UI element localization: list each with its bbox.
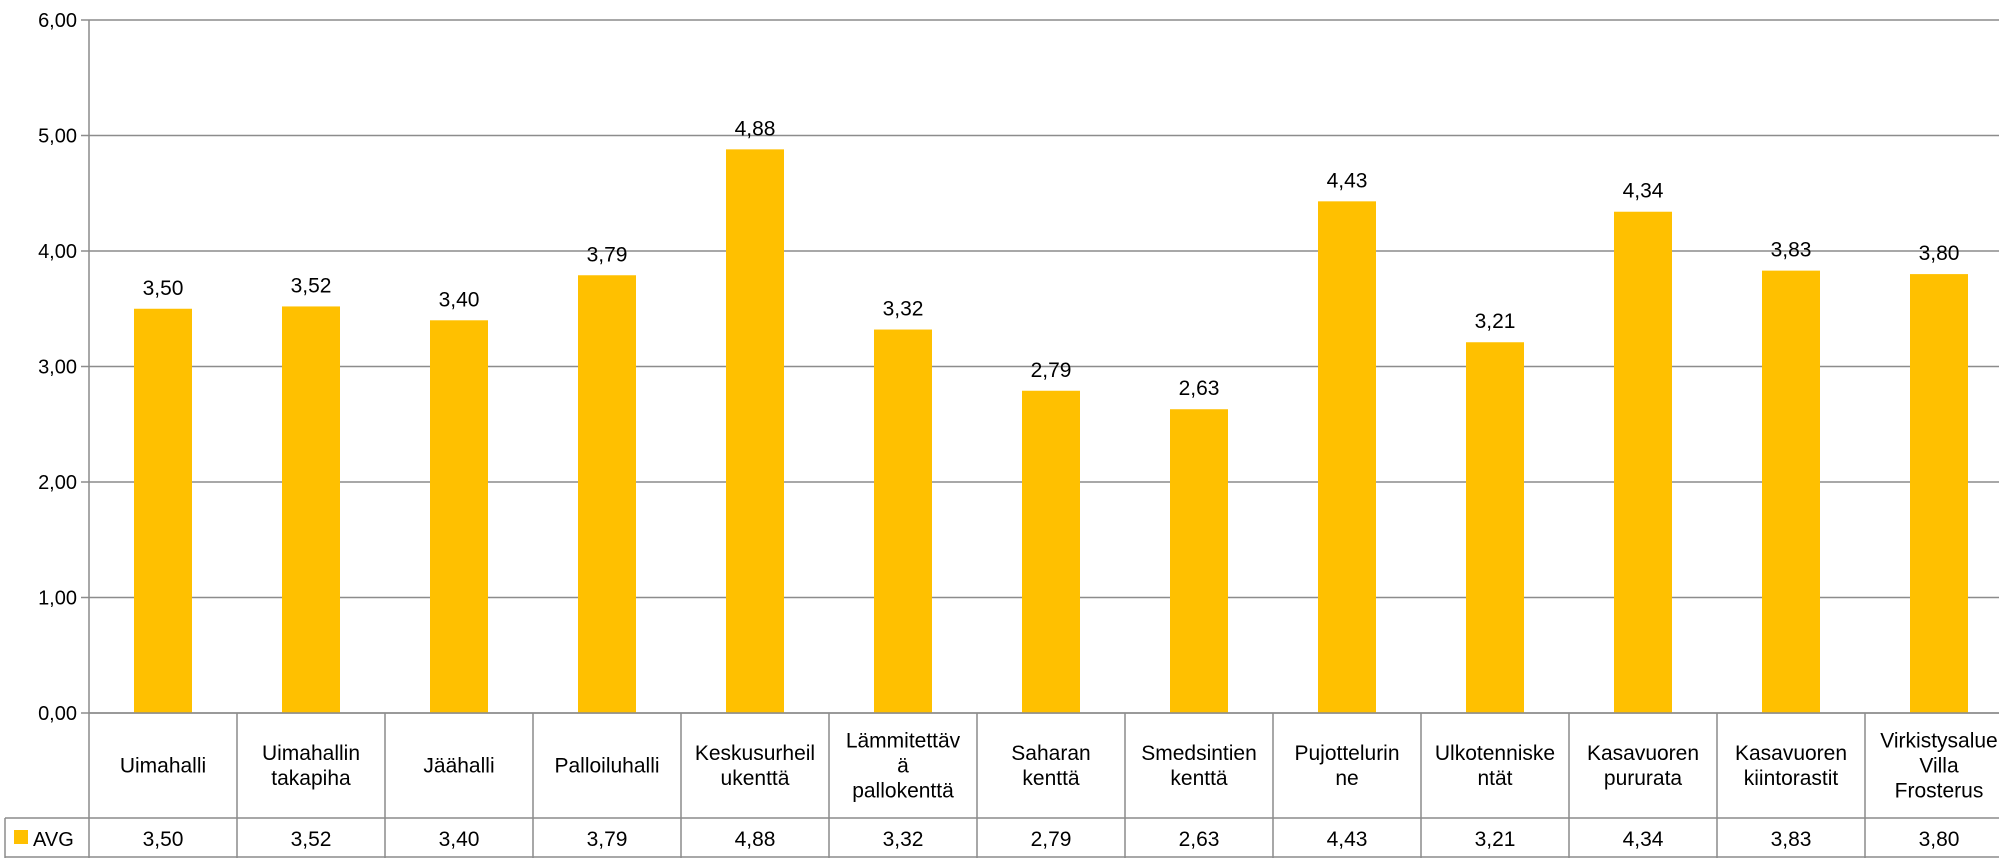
category-label-line: Uimahallin — [262, 742, 360, 765]
y-tick-label: 2,00 — [38, 472, 77, 494]
category-label-line: ne — [1335, 767, 1358, 790]
data-label: 2,63 — [1179, 377, 1220, 400]
bar — [1318, 201, 1376, 713]
table-value: 4,43 — [1327, 828, 1368, 851]
category-label-line: pallokenttä — [852, 780, 954, 803]
category-label-line: pururata — [1604, 767, 1683, 790]
y-tick-label: 0,00 — [38, 703, 77, 725]
data-label: 2,79 — [1031, 359, 1072, 382]
data-label: 3,40 — [439, 288, 480, 311]
bar — [1762, 270, 1820, 713]
bar — [134, 308, 192, 713]
table-value: 3,79 — [587, 828, 628, 851]
bar — [726, 149, 784, 714]
legend-label: AVG — [33, 829, 74, 851]
y-tick-label: 5,00 — [38, 126, 77, 148]
category-label: Lämmitettäv ä pallokenttä — [846, 730, 961, 803]
bar — [1170, 409, 1228, 713]
y-tick-label: 1,00 — [38, 588, 77, 610]
category-label: Keskusurheil ukenttä — [695, 742, 815, 790]
data-label: 3,52 — [291, 274, 332, 297]
data-label: 3,32 — [883, 298, 924, 321]
category-label-line: Saharan — [1011, 742, 1090, 765]
table-value: 3,32 — [883, 828, 924, 851]
category-label: Jäähalli — [423, 755, 494, 778]
category-label-line: Frosterus — [1895, 780, 1984, 803]
category-label: Uimahallin takapiha — [262, 742, 360, 790]
data-label: 3,80 — [1919, 242, 1960, 265]
category-label: Pujottelurin ne — [1294, 742, 1399, 790]
category-label-line: Ulkotenniske — [1435, 742, 1555, 765]
data-label: 3,83 — [1771, 239, 1812, 262]
bar — [1022, 390, 1080, 713]
bar — [578, 275, 636, 713]
bar — [874, 329, 932, 713]
category-label-line: kiintorastit — [1744, 767, 1839, 790]
table-value: 2,63 — [1179, 828, 1220, 851]
category-label-line: kenttä — [1022, 767, 1080, 790]
table-value: 3,83 — [1771, 828, 1812, 851]
table-value: 3,80 — [1919, 828, 1960, 851]
data-label: 4,88 — [735, 117, 776, 140]
category-label-line: ntät — [1477, 767, 1512, 790]
table-value: 3,50 — [143, 828, 184, 851]
category-label-line: Kasavuoren — [1587, 742, 1699, 765]
data-label: 3,50 — [143, 277, 184, 300]
category-label: Saharan kenttä — [1011, 742, 1090, 790]
data-label: 4,43 — [1327, 169, 1368, 192]
category-label-line: Uimahalli — [120, 755, 206, 778]
table-value: 3,40 — [439, 828, 480, 851]
category-label: Kasavuoren pururata — [1587, 742, 1699, 790]
category-label-line: ukenttä — [721, 767, 790, 790]
axes: 0,00 1,00 2,00 3,00 4,00 5,00 6,00 — [38, 10, 90, 725]
category-label: Smedsintien kenttä — [1141, 742, 1257, 790]
y-tick-label: 6,00 — [38, 10, 77, 32]
category-label: Ulkotenniske ntät — [1435, 742, 1555, 790]
bars — [134, 149, 1968, 714]
table-value: 3,21 — [1475, 828, 1516, 851]
bar — [1466, 342, 1524, 713]
bar — [430, 320, 488, 713]
data-table: Uimahalli Uimahallin takapiha Jäähalli Pallo… — [4, 712, 1999, 858]
category-label: Kasavuoren kiintorastit — [1735, 742, 1847, 790]
category-label: Virkistysalue Villa Frosterus — [1880, 730, 1998, 803]
data-label: 3,79 — [587, 243, 628, 266]
category-label-line: Palloiluhalli — [554, 755, 659, 778]
category-label-line: Keskusurheil — [695, 742, 815, 765]
category-label-line: Smedsintien — [1141, 742, 1257, 765]
category-label-line: Kasavuoren — [1735, 742, 1847, 765]
y-tick-label: 3,00 — [38, 357, 77, 379]
data-labels: 3,50 3,52 3,40 3,79 4,88 3,32 2,79 2,63 4,43 3,21… — [143, 117, 1960, 400]
table-value: 4,34 — [1623, 828, 1664, 851]
bar — [282, 306, 340, 713]
table-value: 4,88 — [735, 828, 776, 851]
category-label-line: takapiha — [271, 767, 351, 790]
category-label: Uimahalli — [120, 755, 206, 778]
category-label-line: Virkistysalue — [1880, 730, 1998, 753]
bar — [1614, 211, 1672, 714]
y-tick-label: 4,00 — [38, 241, 77, 263]
bar — [1910, 274, 1968, 713]
table-value: 3,52 — [291, 828, 332, 851]
category-label: Palloiluhalli — [554, 755, 659, 778]
category-label-line: Pujottelurin — [1294, 742, 1399, 765]
category-label-line: kenttä — [1170, 767, 1228, 790]
category-label-line: Jäähalli — [423, 755, 494, 778]
category-label-line: ä — [897, 755, 909, 778]
category-label-line: Lämmitettäv — [846, 730, 961, 753]
category-label-line: Villa — [1919, 755, 1959, 778]
data-label: 4,34 — [1623, 180, 1664, 203]
table-value: 2,79 — [1031, 828, 1072, 851]
legend-swatch — [14, 830, 28, 844]
data-label: 3,21 — [1475, 310, 1516, 333]
